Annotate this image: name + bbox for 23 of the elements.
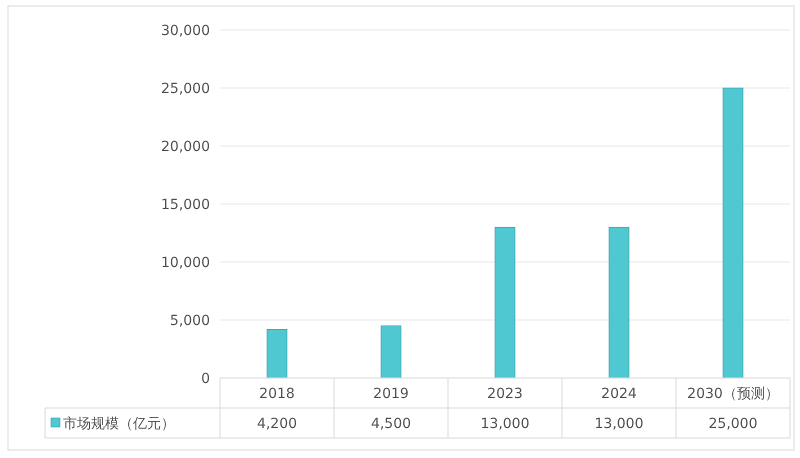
data-label: 13,000 <box>594 416 644 432</box>
x-tick-label: 2018 <box>259 386 295 402</box>
y-tick-label: 5,000 <box>170 313 210 329</box>
legend-label: 市场规模（亿元） <box>63 416 175 432</box>
y-tick-label: 10,000 <box>161 255 210 271</box>
x-tick-label: 2023 <box>487 386 523 402</box>
data-label: 25,000 <box>708 416 758 432</box>
bar <box>494 226 516 378</box>
bar <box>380 326 402 378</box>
data-label: 13,000 <box>480 416 530 432</box>
y-tick-label: 15,000 <box>161 197 210 213</box>
x-tick-label: 2030（预测） <box>687 386 779 402</box>
bar <box>608 226 630 378</box>
data-label: 4,500 <box>370 416 412 432</box>
x-tick-label: 2019 <box>373 386 409 402</box>
y-tick-label: 20,000 <box>161 139 210 155</box>
data-label: 4,200 <box>256 416 298 432</box>
y-tick-label: 0 <box>201 371 210 387</box>
y-tick-label: 25,000 <box>161 81 210 97</box>
x-tick-label: 2024 <box>601 386 637 402</box>
y-tick-label: 30,000 <box>161 23 210 39</box>
bar <box>722 88 744 378</box>
bar <box>266 328 288 378</box>
